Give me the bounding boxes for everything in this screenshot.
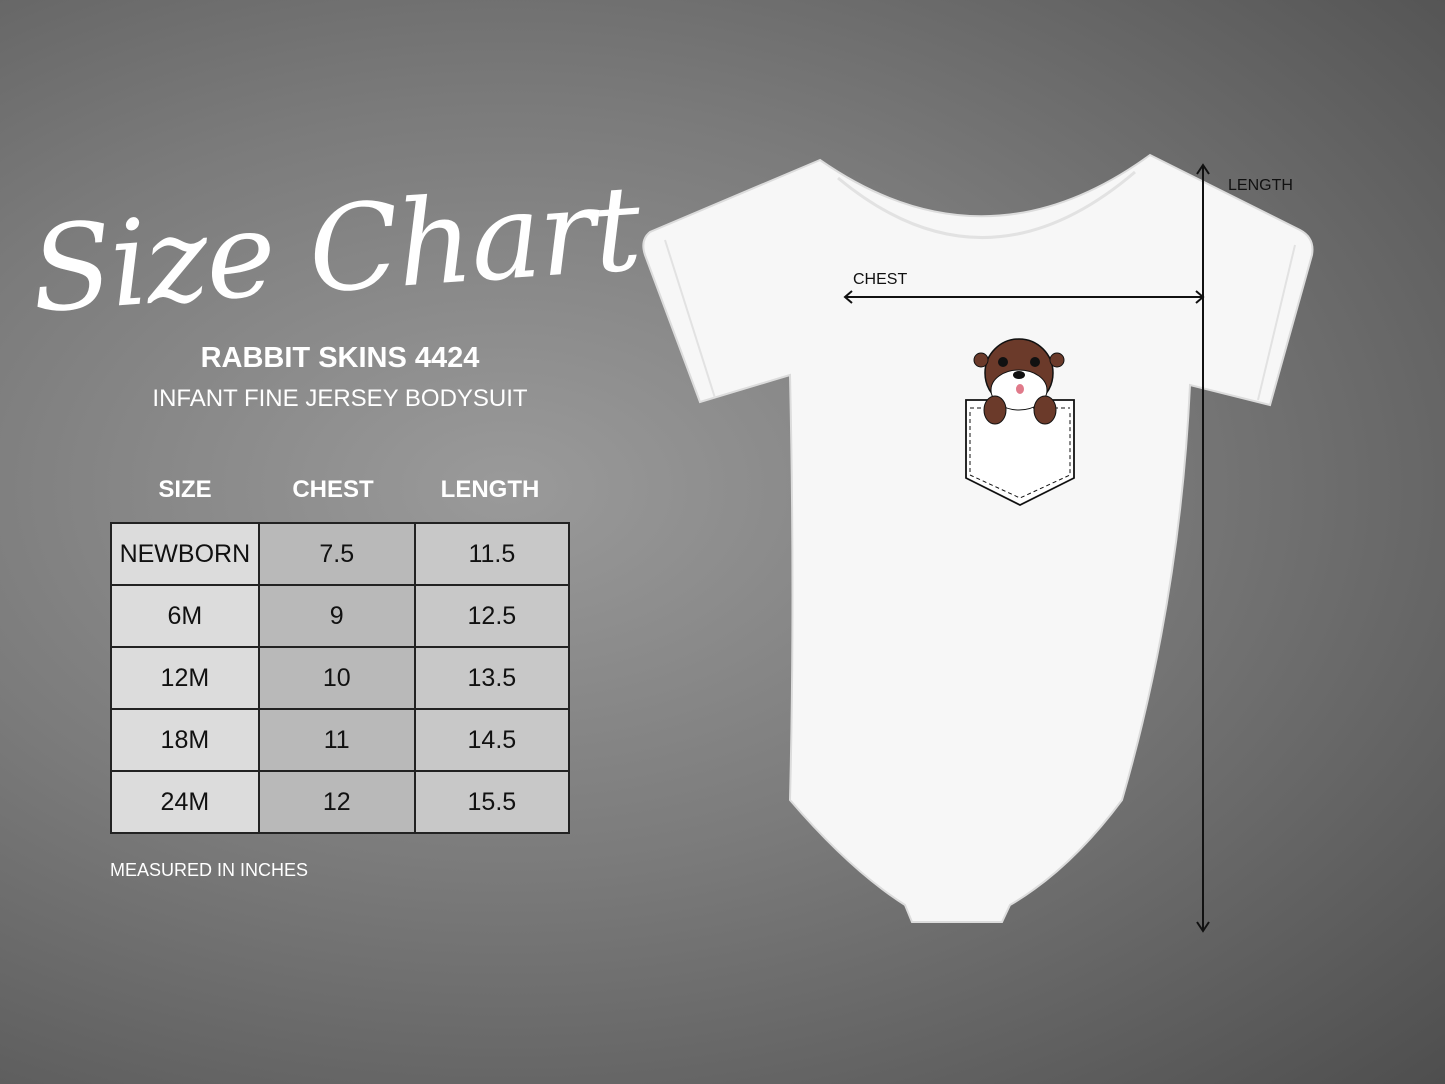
length-cell: 15.5 (413, 770, 571, 834)
header-length: LENGTH (440, 476, 540, 503)
table-row: 6M 9 12.5 (110, 584, 571, 648)
sleeve-cuff-right (1257, 244, 1296, 401)
size-cell: 12M (110, 646, 260, 710)
header-chest: CHEST (292, 476, 374, 503)
table-row: 24M 12 15.5 (110, 770, 571, 834)
length-cell: 12.5 (413, 584, 571, 648)
length-measure-arrow (1196, 163, 1210, 933)
size-cell: 24M (110, 770, 260, 834)
chest-label: CHEST (853, 271, 908, 288)
sleeve-cuff-left (664, 239, 716, 399)
length-cell: 13.5 (413, 646, 571, 710)
header-size: SIZE (158, 476, 212, 503)
size-cell: 18M (110, 708, 260, 772)
neckline (837, 170, 1136, 239)
bodysuit-image (642, 153, 1314, 923)
chest-cell: 10 (258, 646, 416, 710)
pocket-icon (965, 399, 1075, 507)
size-table: NEWBORN 7.5 11.5 6M 9 12.5 12M 10 13.5 18M 11 14… (110, 522, 571, 834)
length-cell: 14.5 (413, 708, 571, 772)
product-description: INFANT FINE JERSEY BODYSUIT (152, 385, 528, 412)
table-row: 12M 10 13.5 (110, 646, 571, 710)
length-label: LENGTH (1228, 177, 1293, 194)
table-row: NEWBORN 7.5 11.5 (110, 522, 571, 586)
size-cell: NEWBORN (110, 522, 260, 586)
measurement-note: MEASURED IN INCHES (110, 860, 309, 880)
size-cell: 6M (110, 584, 260, 648)
otter-icon (973, 338, 1065, 425)
length-cell: 11.5 (413, 522, 571, 586)
product-brand: RABBIT SKINS 4424 (200, 342, 480, 374)
chest-cell: 12 (258, 770, 416, 834)
table-row: 18M 11 14.5 (110, 708, 571, 772)
chest-cell: 11 (258, 708, 416, 772)
chest-cell: 9 (258, 584, 416, 648)
chest-cell: 7.5 (258, 522, 416, 586)
